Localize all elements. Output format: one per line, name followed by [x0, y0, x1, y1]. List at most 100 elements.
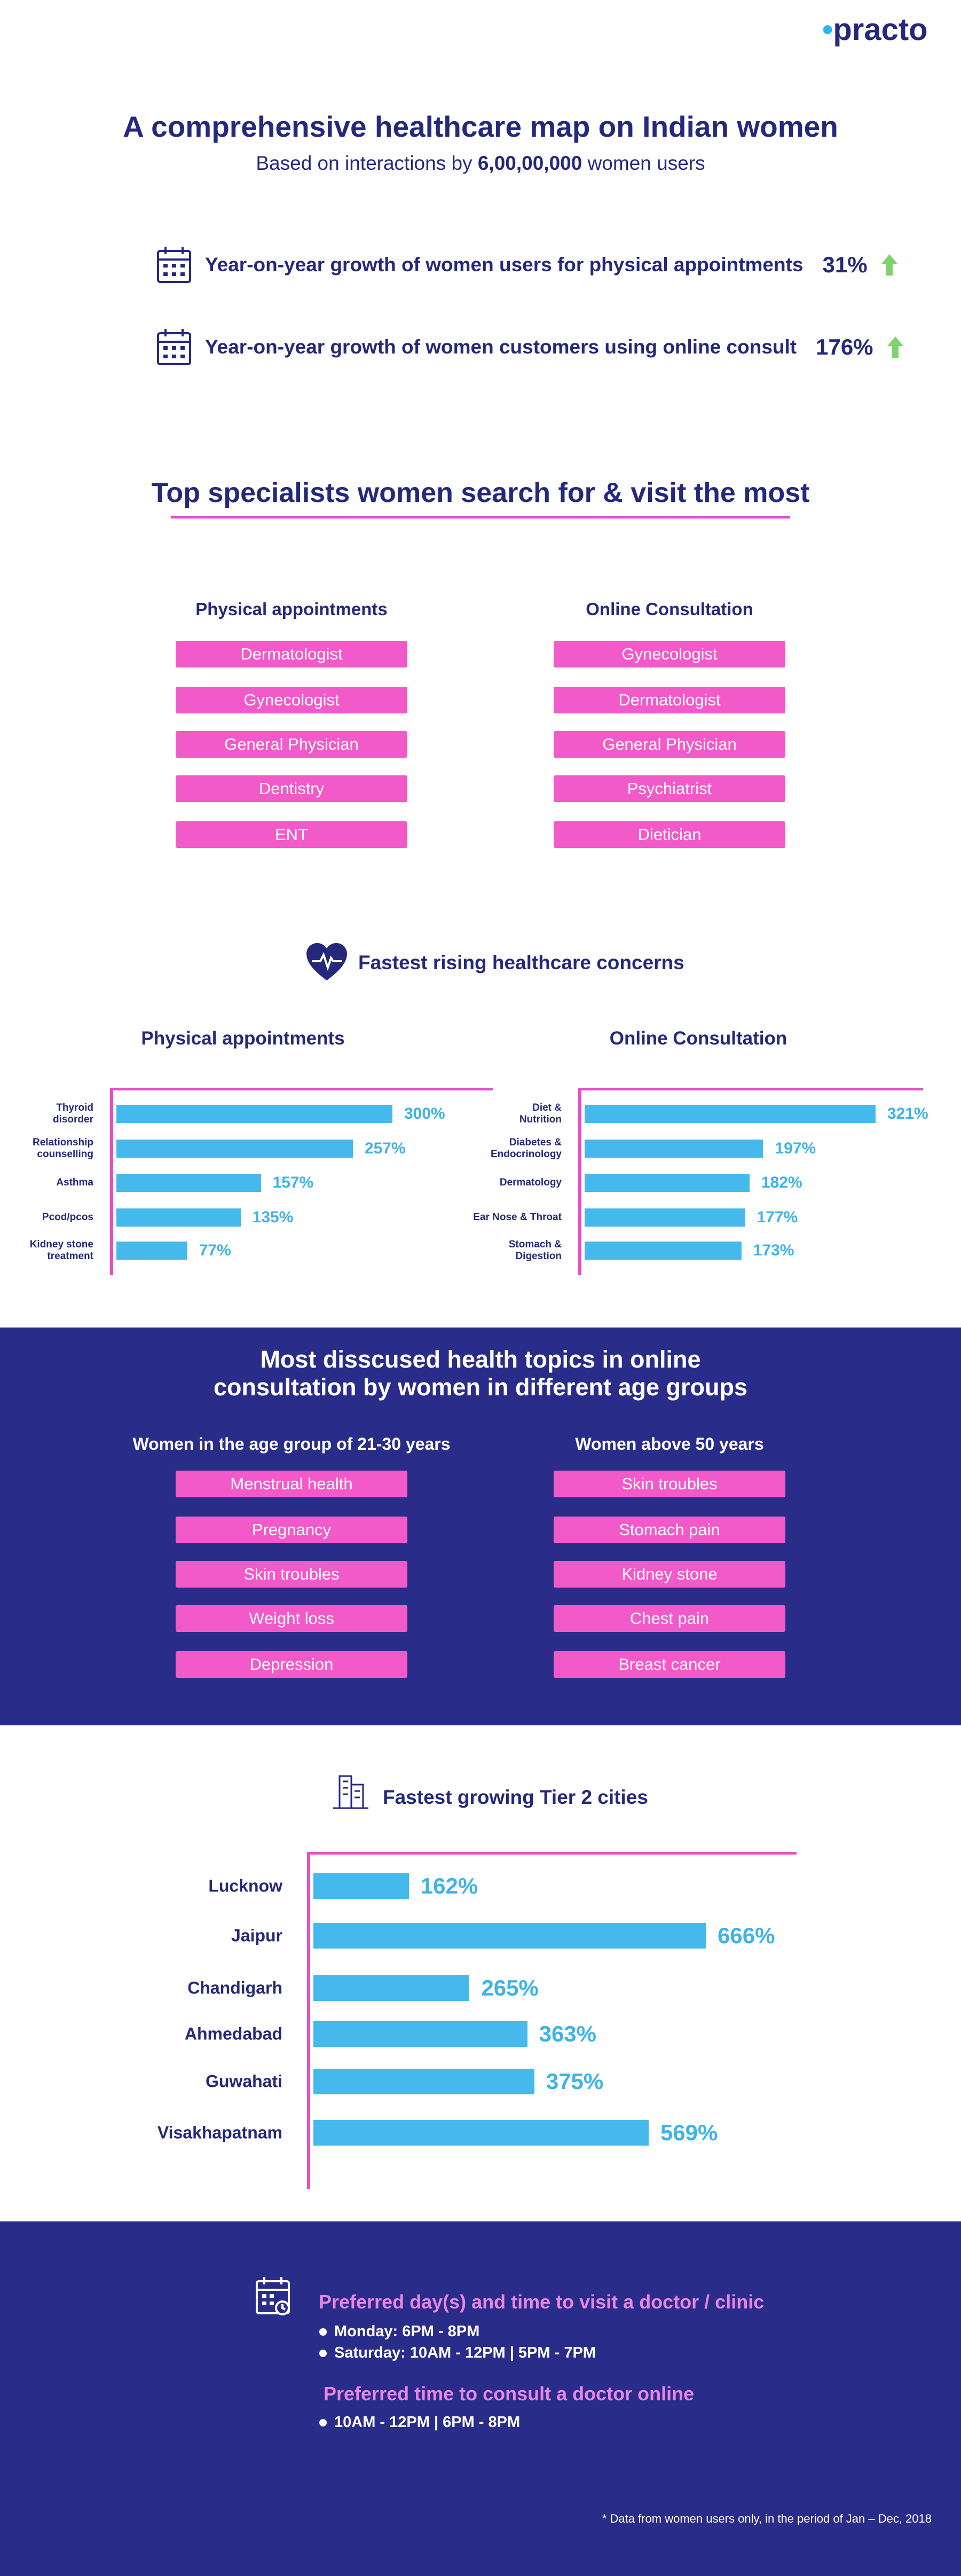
bar: [585, 1242, 742, 1260]
pill: Depression: [176, 1651, 407, 1678]
column-heading: Physical appointments: [195, 599, 388, 619]
pref-text: 10AM - 12PM | 6PM - 8PM: [334, 2414, 521, 2431]
bar: [585, 1174, 750, 1192]
axis-line: [110, 1088, 113, 1275]
bar: [116, 1208, 241, 1227]
pill: Chest pain: [554, 1605, 785, 1632]
pill: Dermatologist: [176, 641, 407, 667]
bar: [313, 2120, 649, 2146]
pill: Dietician: [554, 821, 785, 848]
pref-text: Monday: 6PM - 8PM: [334, 2323, 480, 2340]
calendar-icon: [156, 246, 192, 284]
section-title: Most disscused health topics in online c…: [213, 1346, 748, 1401]
bar: [116, 1242, 187, 1260]
axis-line: [307, 1852, 797, 1855]
axis-line: [307, 1852, 310, 2189]
pill: Pregnancy: [176, 1517, 407, 1543]
title: A comprehensive healthcare map on Indian…: [123, 110, 838, 143]
stat-value: 176%: [816, 334, 873, 359]
stat-value: 31%: [822, 252, 868, 277]
subtitle-suffix: women users: [587, 152, 705, 174]
category-label: Asthma: [56, 1177, 93, 1189]
category-label: Pcod/pcos: [42, 1212, 93, 1223]
stat-row: Year-on-year growth of women users for p…: [156, 246, 899, 284]
value-label: 375%: [546, 2069, 604, 2094]
category-label: Dermatology: [499, 1177, 562, 1189]
bar: [313, 1975, 470, 2001]
column-heading: Women in the age group of 21-30 years: [132, 1434, 451, 1454]
stat-text: Year-on-year growth of women customers u…: [205, 336, 797, 358]
bar: [116, 1174, 261, 1192]
column-heading: Women above 50 years: [575, 1434, 764, 1454]
category-label: Stomach & Digestion: [508, 1239, 562, 1262]
stat-text: Year-on-year growth of women users for p…: [205, 254, 804, 276]
value-label: 135%: [252, 1208, 294, 1226]
pill: Kidney stone: [554, 1561, 785, 1588]
pill: Psychiatrist: [554, 775, 785, 802]
bullet: [319, 2328, 327, 2336]
category-label: Guwahati: [205, 2071, 282, 2091]
logo-text: practo: [833, 12, 928, 47]
bar: [116, 1105, 392, 1123]
category-label: Relationship counselling: [32, 1137, 93, 1160]
preferences-band: [0, 2221, 961, 2576]
subtitle: Based on interactions by 6,00,00,000 wom…: [0, 152, 961, 175]
category-label: Kidney stone treatment: [29, 1239, 93, 1262]
bar: [313, 1923, 706, 1949]
bullet: [319, 2418, 327, 2426]
category-label: Lucknow: [208, 1876, 282, 1896]
city-icon: [333, 1775, 368, 1809]
axis-line: [110, 1088, 493, 1090]
pill: Menstrual health: [176, 1471, 407, 1497]
pref-item: 10AM - 12PM | 6PM - 8PM: [319, 2414, 520, 2431]
category-label: Diabetes & Endocrinology: [491, 1137, 562, 1160]
axis-line: [578, 1088, 581, 1275]
bar: [313, 1873, 409, 1899]
bullet: [319, 2349, 327, 2357]
logo: •practo: [822, 12, 928, 47]
axis-line: [578, 1088, 923, 1090]
chart-title: Physical appointments: [141, 1028, 345, 1049]
value-label: 257%: [364, 1140, 406, 1157]
category-label: Ear Nose & Throat: [473, 1212, 562, 1223]
calendar-icon: [256, 2277, 290, 2315]
stat-row: Year-on-year growth of women customers u…: [156, 328, 904, 366]
category-label: Diet & Nutrition: [519, 1102, 562, 1125]
value-label: 363%: [539, 2021, 597, 2046]
footnote: * Data from women users only, in the per…: [602, 2512, 932, 2525]
section-title: Fastest rising healthcare concerns: [358, 952, 684, 973]
pill: Weight loss: [176, 1605, 407, 1632]
pref-text: Saturday: 10AM - 12PM | 5PM - 7PM: [334, 2344, 596, 2361]
category-label: Visakhapatnam: [157, 2123, 282, 2142]
value-label: 162%: [420, 1873, 478, 1898]
pill: Gynecologist: [554, 641, 785, 667]
heart-icon: [306, 943, 347, 980]
value-label: 569%: [660, 2120, 718, 2145]
subtitle-number: 6,00,00,000: [477, 152, 582, 174]
pill: Dermatologist: [554, 687, 785, 713]
category-label: Ahmedabad: [184, 2024, 282, 2044]
pill: Skin troubles: [176, 1561, 407, 1588]
value-label: 173%: [753, 1242, 794, 1259]
up-arrow: [880, 253, 899, 277]
calendar-icon: [156, 328, 192, 366]
chart-title: Fastest growing Tier 2 cities: [383, 1786, 648, 1808]
pill: Stomach pain: [554, 1517, 785, 1543]
pill: Dentistry: [176, 775, 407, 802]
underline: [171, 516, 790, 519]
bar: [313, 2021, 527, 2047]
pill: General Physician: [554, 731, 785, 758]
value-label: 77%: [199, 1242, 231, 1259]
value-label: 666%: [718, 1923, 775, 1948]
category-label: Thyroid disorder: [52, 1102, 93, 1125]
value-label: 300%: [404, 1105, 445, 1122]
bar: [585, 1208, 745, 1227]
pref-title: Preferred time to consult a doctor onlin…: [324, 2383, 695, 2405]
value-label: 321%: [887, 1105, 928, 1122]
pill: Breast cancer: [554, 1651, 785, 1678]
column-heading: Online Consultation: [586, 599, 753, 619]
pill: General Physician: [176, 731, 407, 758]
subtitle-prefix: Based on interactions by: [256, 152, 472, 174]
pill: Gynecologist: [176, 687, 407, 713]
